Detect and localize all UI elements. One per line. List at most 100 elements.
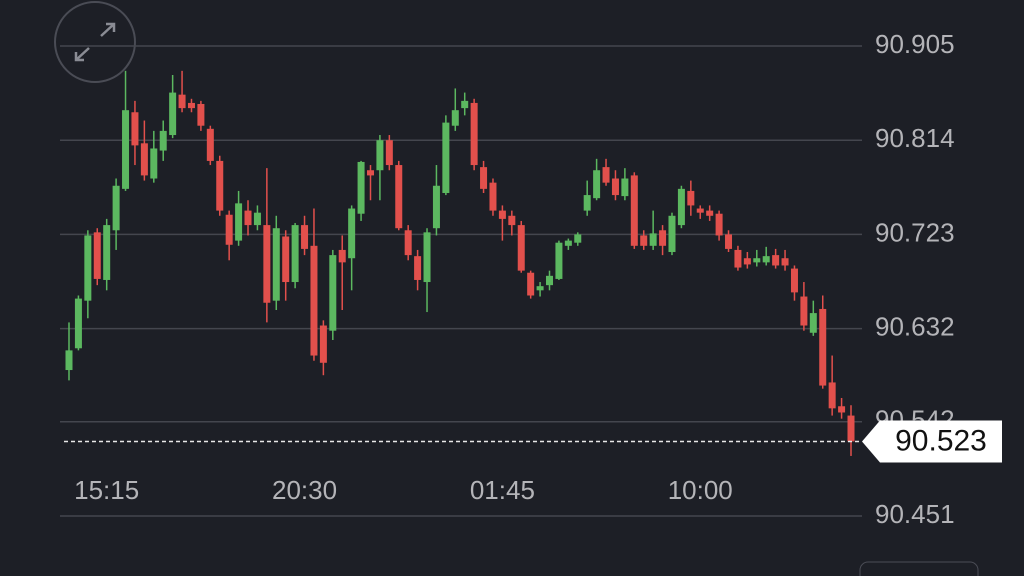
candle-body xyxy=(74,298,82,349)
candle-body xyxy=(508,215,516,226)
candle-body xyxy=(696,208,704,213)
candle-body xyxy=(564,240,572,246)
candle-body xyxy=(583,195,591,211)
bottom-button[interactable] xyxy=(859,561,979,576)
candle-body xyxy=(470,102,478,166)
candle-body xyxy=(517,225,525,271)
x-tick-label: 01:45 xyxy=(470,475,535,505)
candle-body xyxy=(546,275,554,286)
candle-body xyxy=(103,225,111,280)
candle-body xyxy=(668,215,676,253)
candle-body xyxy=(357,161,365,214)
candle-body xyxy=(150,148,158,179)
candle-body xyxy=(498,210,506,219)
candle-body xyxy=(432,185,440,229)
candle-body xyxy=(753,258,761,263)
candle-body xyxy=(809,313,817,333)
candle-body xyxy=(743,258,751,265)
candle-body xyxy=(414,256,422,280)
candle-body xyxy=(461,100,469,109)
candle-body xyxy=(423,232,431,283)
x-tick-label: 15:15 xyxy=(74,475,139,505)
candle-body xyxy=(122,110,130,189)
candle-body xyxy=(781,258,789,266)
candle-body xyxy=(348,208,356,259)
candle-body xyxy=(225,214,233,245)
candle-body xyxy=(630,175,638,246)
candle-body xyxy=(734,249,742,268)
candle-body xyxy=(65,350,73,371)
x-tick-label: 10:00 xyxy=(668,475,733,505)
candle-body xyxy=(84,235,92,301)
expand-icon[interactable] xyxy=(74,22,116,62)
expand-circle[interactable] xyxy=(54,1,136,83)
candle-body xyxy=(187,102,195,109)
candle-body xyxy=(235,203,243,241)
candle-body xyxy=(329,255,337,331)
y-tick-label: 90.905 xyxy=(875,29,955,59)
candle-body xyxy=(385,140,393,166)
candle-body xyxy=(131,112,139,146)
candle-body xyxy=(725,234,733,249)
candle-body xyxy=(659,230,667,246)
candle-body xyxy=(376,140,384,171)
candle-body xyxy=(404,230,412,256)
candle-body xyxy=(310,245,318,356)
candle-body xyxy=(197,103,205,126)
candle-body xyxy=(442,122,450,194)
last-price-label: 90.523 xyxy=(895,424,987,457)
candle-body xyxy=(301,225,309,249)
candle-body xyxy=(819,308,827,386)
candle-body xyxy=(395,165,403,229)
expand-button[interactable] xyxy=(54,1,136,83)
candle-body xyxy=(112,185,120,231)
candle-body xyxy=(706,210,714,216)
candle-body xyxy=(282,236,290,283)
last-price-box xyxy=(862,420,1002,463)
candle-body xyxy=(800,296,808,326)
y-tick-label: 90.632 xyxy=(875,311,955,341)
candle-body xyxy=(838,406,846,413)
candle-body xyxy=(480,167,488,189)
candle-body xyxy=(555,242,563,279)
candle-body xyxy=(772,255,780,266)
candle-body xyxy=(140,143,148,176)
candle-body xyxy=(244,210,252,226)
candle-body xyxy=(366,170,374,176)
candle-body xyxy=(291,225,299,283)
candle-body xyxy=(178,94,186,109)
y-tick-label: 90.723 xyxy=(875,217,955,247)
candle-body xyxy=(263,225,271,303)
candle-body xyxy=(649,233,657,246)
candle-body xyxy=(790,268,798,293)
overlay: 90.523 xyxy=(64,420,1002,463)
candle-body xyxy=(715,213,723,236)
candle-body xyxy=(536,286,544,291)
candle-body xyxy=(216,160,224,211)
candle-body xyxy=(489,182,497,211)
candle-body xyxy=(169,92,177,136)
candle-body xyxy=(206,128,214,161)
candle-body xyxy=(319,325,327,363)
candle-body xyxy=(602,167,610,183)
candle-body xyxy=(574,234,582,243)
y-tick-label: 90.451 xyxy=(875,499,955,529)
candle-body xyxy=(451,110,459,126)
candle-body xyxy=(687,190,695,206)
candle-body xyxy=(762,256,770,263)
y-tick-label: 90.814 xyxy=(875,123,955,153)
candle-body xyxy=(159,130,167,151)
candle-body xyxy=(847,415,855,442)
candle-body xyxy=(828,382,836,409)
candle-body xyxy=(621,178,629,197)
x-tick-label: 20:30 xyxy=(272,475,337,505)
candle-body xyxy=(527,272,535,296)
candle-body xyxy=(272,228,280,301)
candles xyxy=(65,70,855,456)
candle-body xyxy=(338,249,346,263)
candle-body xyxy=(593,170,601,199)
candle-body xyxy=(253,212,261,226)
candle-body xyxy=(640,235,648,246)
